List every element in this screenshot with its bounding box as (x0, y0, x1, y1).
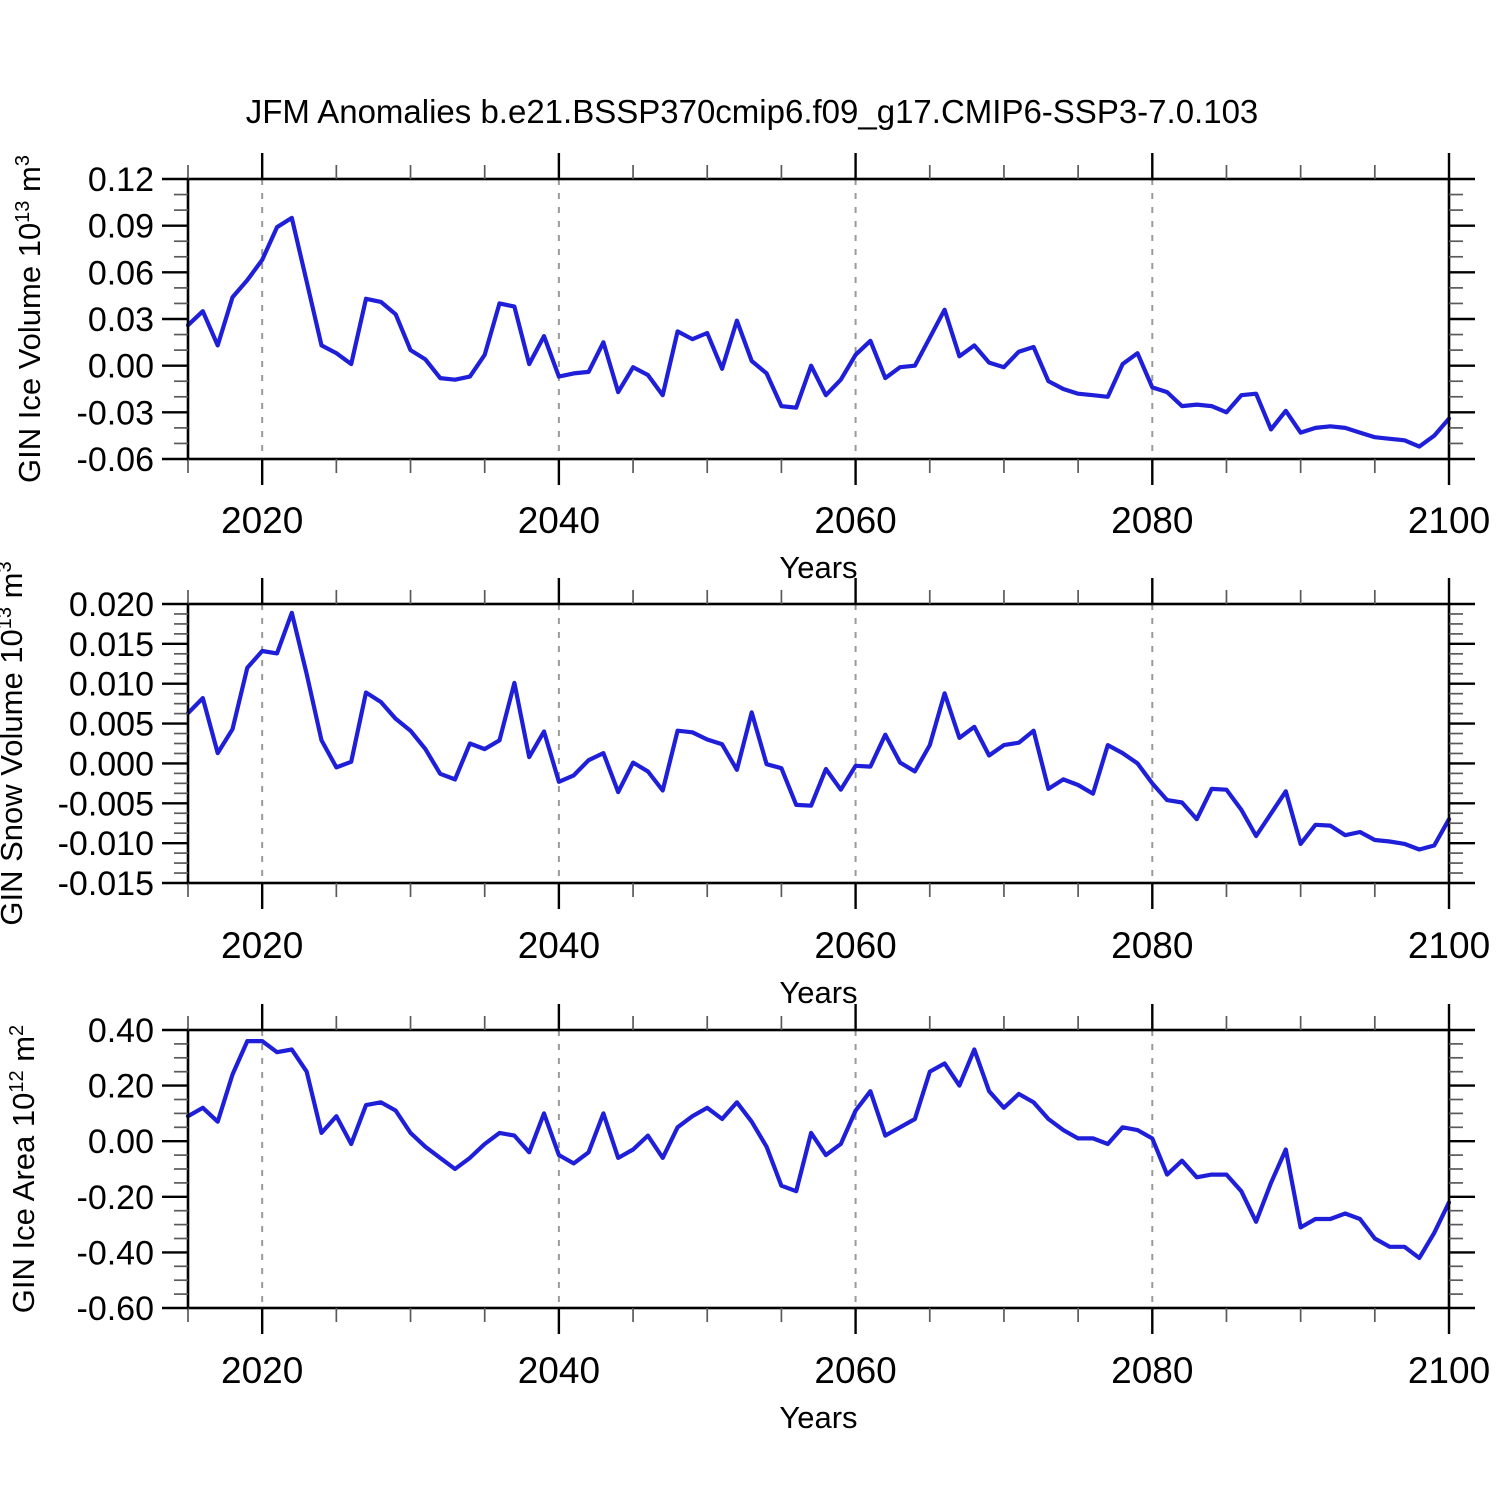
ytick-label: 0.09 (88, 208, 154, 246)
ytick-label: -0.06 (77, 441, 155, 479)
ytick-label: -0.40 (77, 1234, 155, 1272)
ice-area-series-line (185, 1039, 1452, 1261)
panel-border (186, 1028, 1451, 1310)
xtick-label: 2020 (221, 1350, 303, 1391)
ytick-label: 0.00 (88, 348, 154, 386)
ytick-label: 0.015 (69, 626, 154, 664)
ytick-label: -0.60 (77, 1290, 155, 1328)
x-axis-label: Years (779, 1400, 857, 1435)
ytick-label: 0.005 (69, 706, 154, 744)
y-axis-label: GIN Ice Volume 1013 m3 (12, 155, 47, 483)
ytick-label: 0.00 (88, 1123, 154, 1161)
xtick-label: 2040 (518, 925, 600, 966)
ytick-label: -0.005 (58, 785, 154, 823)
ytick-label: -0.20 (77, 1179, 155, 1217)
xtick-label: 2100 (1408, 1350, 1490, 1391)
ytick-label: 0.000 (69, 745, 154, 783)
ytick-label: 0.020 (69, 586, 154, 624)
ytick-label: 0.20 (88, 1068, 154, 1106)
ytick-label: -0.03 (77, 394, 155, 432)
ytick-label: 0.010 (69, 666, 154, 704)
xtick-label: 2040 (518, 500, 600, 541)
ytick-label: 0.06 (88, 254, 154, 292)
xtick-label: 2080 (1111, 1350, 1193, 1391)
xtick-label: 2100 (1408, 500, 1490, 541)
ytick-label: 0.03 (88, 301, 154, 339)
xtick-label: 2060 (814, 925, 896, 966)
xtick-label: 2080 (1111, 500, 1193, 541)
x-axis-label: Years (779, 975, 857, 1010)
chart-title: JFM Anomalies b.e21.BSSP370cmip6.f09_g17… (246, 93, 1259, 130)
ytick-label: -0.015 (58, 865, 154, 903)
y-axis-label: GIN Ice Area 1012 m2 (6, 1025, 41, 1313)
xtick-label: 2060 (814, 1350, 896, 1391)
y-axis-label: GIN Snow Volume 1013 m3 (0, 561, 29, 925)
x-axis-label: Years (779, 550, 857, 585)
chart-panels: 0.12 0.09 0.06 0.03 0.00 -0.03 -0.06 2020 2040 20… (0, 153, 1490, 1435)
xtick-label: 2100 (1408, 925, 1490, 966)
panel-ice-area: 0.40 0.20 0.00 -0.20 -0.40 -0.60 2020 2040 2060 2… (6, 1004, 1490, 1435)
snow-volume-series-line (185, 610, 1452, 852)
xtick-label: 2080 (1111, 925, 1193, 966)
xtick-label: 2060 (814, 500, 896, 541)
ytick-label: -0.010 (58, 825, 154, 863)
panel-snow-volume: 0.0200.0150.0100.0050.000-0.005-0.010-0.… (0, 561, 1490, 1010)
panel-ice-volume: 0.12 0.09 0.06 0.03 0.00 -0.03 -0.06 2020 2040 20… (12, 153, 1490, 585)
ytick-label: 0.12 (88, 161, 154, 199)
panel-border (186, 177, 1451, 461)
ytick-label: 0.40 (88, 1012, 154, 1050)
panel-border (186, 602, 1451, 885)
xtick-label: 2040 (518, 1350, 600, 1391)
xtick-label: 2020 (221, 925, 303, 966)
xtick-label: 2020 (221, 500, 303, 541)
ice-volume-series-line (185, 215, 1452, 449)
